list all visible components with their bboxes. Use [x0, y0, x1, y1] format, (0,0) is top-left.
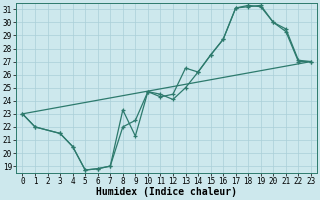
- X-axis label: Humidex (Indice chaleur): Humidex (Indice chaleur): [96, 187, 237, 197]
